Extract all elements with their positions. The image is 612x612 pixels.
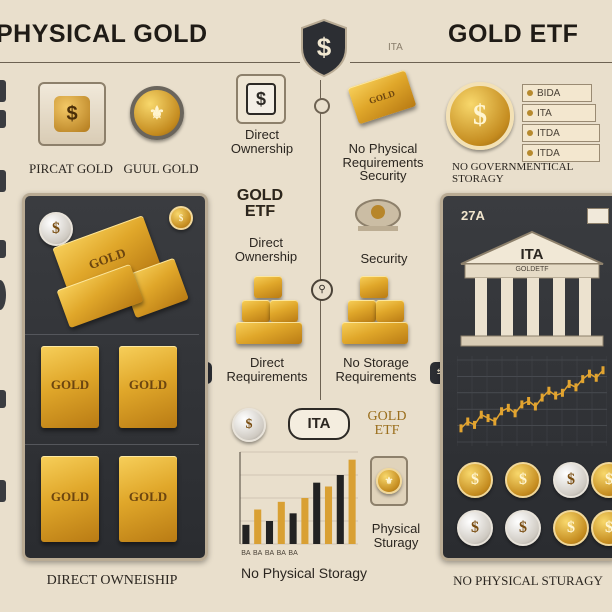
- divider-dot: [314, 98, 330, 114]
- direct-ownership-caption: DIRECT OWNEISHIP: [46, 573, 178, 588]
- tick-label: BA: [277, 550, 287, 557]
- security-label: Security: [360, 251, 408, 266]
- header-rule: [0, 62, 300, 63]
- panel-window-icon[interactable]: [587, 208, 609, 224]
- series-line: [460, 369, 604, 429]
- tick-label: BA: [288, 550, 298, 557]
- panel-tag: 27A: [461, 208, 485, 223]
- no-storage-requirements-label: No Storage Requirements: [335, 355, 417, 384]
- direct-ownership-label-2: Direct Ownership: [234, 235, 298, 264]
- center-divider: [320, 80, 321, 400]
- chart-bar: [289, 513, 297, 544]
- candle: [459, 424, 463, 433]
- left-edge-tab[interactable]: [0, 240, 6, 258]
- ownership-dollar-icon: $: [236, 74, 286, 124]
- left-edge-tab[interactable]: [0, 480, 6, 502]
- chart-bar: [277, 501, 285, 544]
- shield-dollar: $: [316, 32, 332, 62]
- physical-storage-icon: ⚜: [370, 456, 408, 506]
- center-bar-chart: BA BA BA BA BA: [226, 448, 358, 558]
- left-edge-tab[interactable]: [0, 280, 6, 310]
- gold-label: GUUL GOLD: [123, 161, 199, 176]
- coin-icon: $: [505, 462, 541, 498]
- coin-medallion-icon: ⚜: [122, 82, 186, 142]
- chart-bar: [313, 482, 321, 544]
- left-edge-tab[interactable]: [0, 110, 6, 128]
- tick-label: BA: [241, 550, 251, 557]
- coin-badge-icon: $: [232, 408, 266, 442]
- bank-subtitle: GOLDETF: [515, 266, 549, 273]
- physical-gold-panel: $ $ GOLD GOLD GOLD GOLD GOLD: [22, 193, 208, 561]
- etf-line-chart: [456, 356, 608, 446]
- left-edge-tab[interactable]: [0, 170, 6, 192]
- chart-bar: [348, 459, 356, 544]
- gold-etf-title: GOLD ETF: [448, 20, 579, 48]
- coin-icon: $: [457, 510, 493, 546]
- bank-name: ITA: [520, 246, 544, 263]
- etf-chip[interactable]: ITA: [522, 104, 596, 122]
- gold-dollar-coin-icon: $: [446, 82, 514, 150]
- dollar-coin-icon: $: [39, 212, 73, 246]
- top-tag: ITA: [388, 42, 403, 53]
- ita-badge: ITA: [288, 408, 350, 440]
- gold-etf-panel: 27A ITA GOLDETF $ $ $ $ $ $ $ $: [440, 193, 612, 561]
- coin-icon: $: [591, 510, 612, 546]
- etf-chip[interactable]: ITDA: [522, 124, 600, 142]
- gold-stack-icon: [232, 276, 312, 346]
- gold-bar-icon: GOLD: [347, 69, 417, 125]
- dollar-box-icon: $: [38, 82, 106, 146]
- coin-icon: $: [553, 462, 589, 498]
- chart-bar: [336, 475, 344, 544]
- no-storage-label: NO GOVERNMENTICAL STORAGY: [452, 161, 573, 185]
- coin-icon: $: [591, 462, 612, 498]
- chart-bar: [301, 498, 309, 544]
- vault-icon: [350, 192, 406, 238]
- etf-chip[interactable]: ITDA: [522, 144, 600, 162]
- chart-bar: [242, 524, 250, 544]
- gold-etf-badge: GOLD ETF: [367, 409, 407, 438]
- coin-icon: $: [505, 510, 541, 546]
- gold-bar-2: GOLD: [119, 346, 177, 428]
- small-coin-icon: $: [169, 206, 193, 230]
- tick-label: BA: [265, 550, 275, 557]
- etf-chip[interactable]: BIDA: [522, 84, 592, 102]
- panel-rule: [25, 334, 199, 335]
- direct-requirements-label: Direct Requirements: [226, 355, 308, 384]
- line-chart-svg: [456, 356, 608, 446]
- direct-ownership-label: Direct Ownership: [230, 127, 294, 156]
- gold-bar-1: GOLD: [41, 346, 99, 428]
- physical-sturagy-label: Physical Sturagy: [371, 521, 421, 550]
- gold-stack-icon-2: [338, 276, 418, 346]
- no-physical-requirements-label: No Physical Requirements Security: [342, 141, 424, 184]
- chart-bar: [254, 509, 262, 544]
- bank-building-icon: ITA GOLDETF: [457, 228, 607, 348]
- tick-label: BA: [253, 550, 263, 557]
- gold-etf-logo: GOLD ETF: [236, 187, 284, 220]
- location-pin-icon: ⚲: [311, 279, 333, 301]
- gold-bar-4: GOLD: [119, 456, 177, 542]
- physical-gold-title: PHYSICAL GOLD: [0, 20, 208, 48]
- left-edge-tab[interactable]: [0, 80, 6, 102]
- physical-gold-label: PIRCAT GOLD: [29, 161, 113, 176]
- panel-rule-2: [25, 444, 199, 445]
- coin-icon: $: [553, 510, 589, 546]
- coin-icon: $: [457, 462, 493, 498]
- left-edge-tab[interactable]: [0, 390, 6, 408]
- header-rule-right: [350, 62, 612, 63]
- no-physical-sturagy-caption: NO PHYSICAL STURAGY: [453, 573, 603, 588]
- chart-bar: [324, 486, 333, 544]
- bar-chart-svg: BA BA BA BA BA: [239, 451, 358, 557]
- no-physical-storagy-caption: No Physical Storagy: [240, 565, 368, 581]
- gold-bar-3: GOLD: [41, 456, 99, 542]
- chart-bar: [265, 521, 274, 544]
- shield-icon: $: [298, 18, 350, 78]
